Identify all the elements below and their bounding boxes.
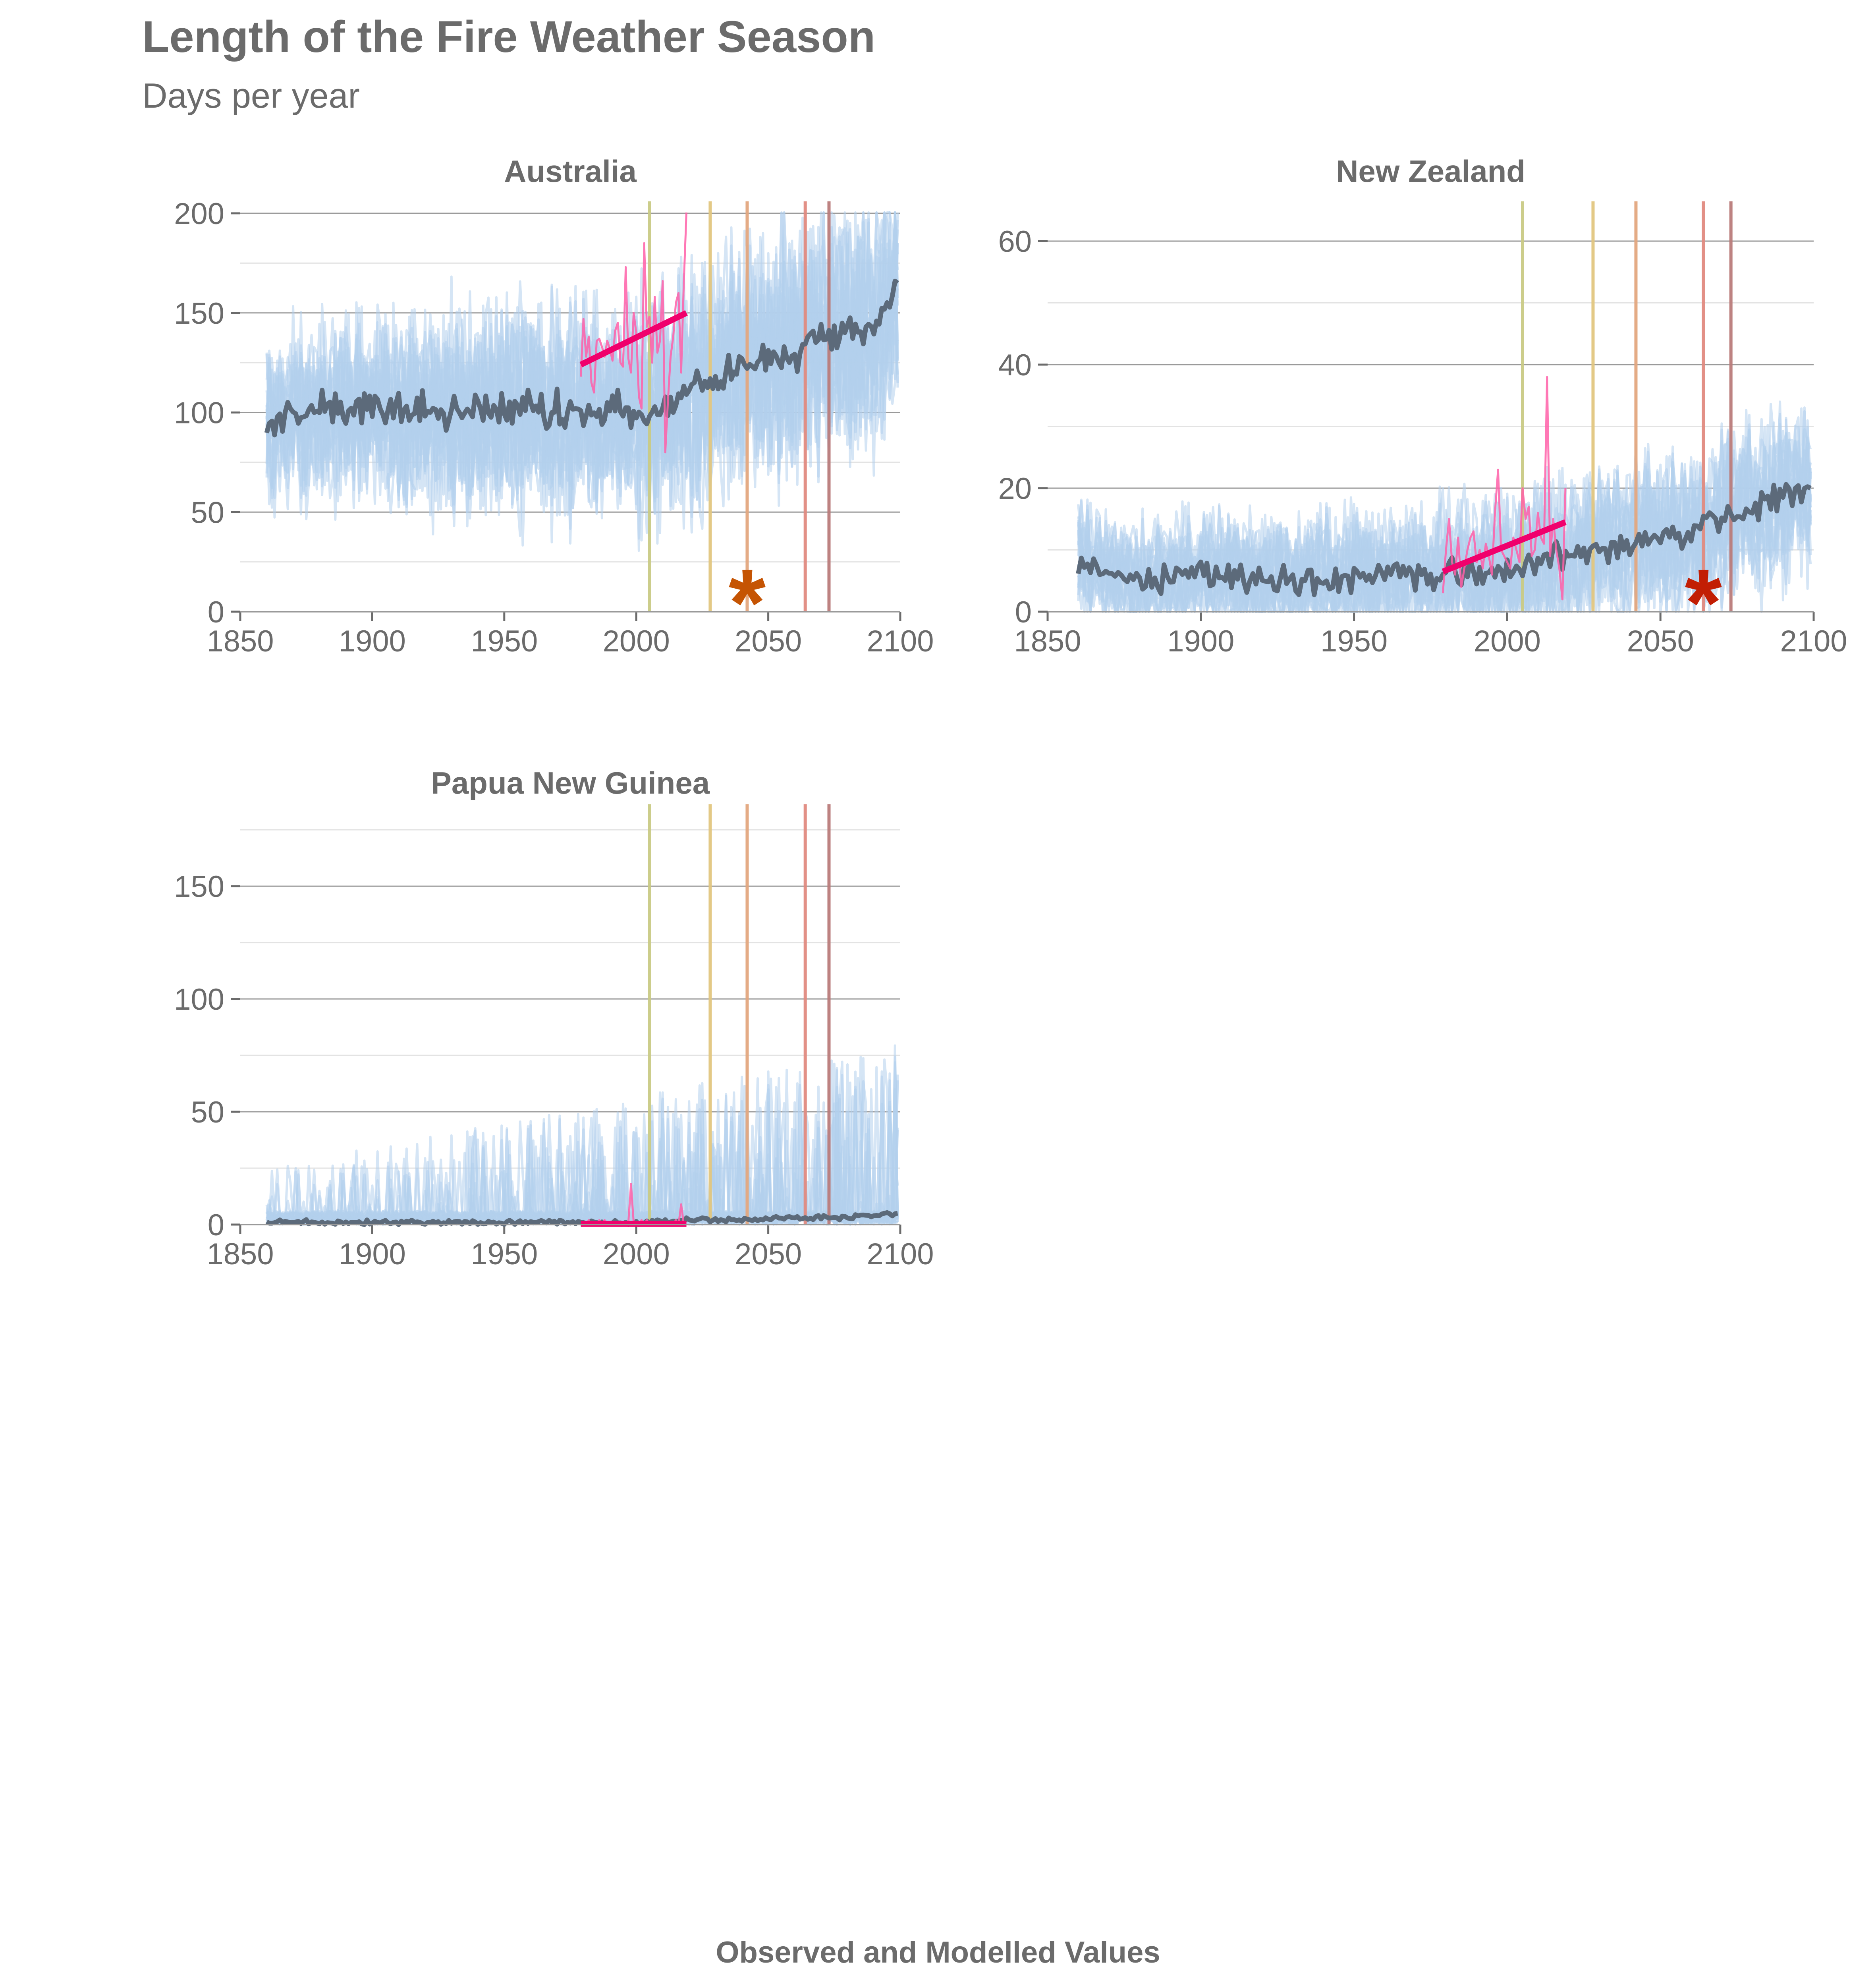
y-tick-label: 50 — [191, 1095, 224, 1129]
observed-line — [580, 212, 687, 454]
significance-asterisk: * — [1685, 549, 1722, 656]
y-tick-label: 150 — [174, 870, 224, 904]
x-tick-label: 1850 — [207, 1237, 274, 1271]
x-tick-label: 2050 — [735, 1237, 802, 1271]
x-tick-label: 1950 — [1320, 624, 1388, 658]
x-tick-label: 2100 — [867, 624, 934, 658]
x-tick-label: 2050 — [735, 624, 802, 658]
x-tick-label: 1950 — [471, 624, 538, 658]
x-tick-label: 1850 — [1014, 624, 1081, 658]
panel-title: Australia — [504, 154, 637, 189]
y-tick-label: 200 — [174, 197, 224, 231]
y-tick-label: 0 — [208, 1208, 224, 1242]
x-tick-label: 1900 — [339, 624, 406, 658]
x-tick-label: 2100 — [867, 1237, 934, 1271]
y-tick-label: 100 — [174, 983, 224, 1016]
x-tick-label: 1950 — [471, 1237, 538, 1271]
significance-asterisk: * — [729, 549, 766, 656]
y-tick-label: 60 — [998, 225, 1032, 259]
cmip-model-line — [265, 211, 899, 540]
x-tick-label: 2050 — [1627, 624, 1694, 658]
y-tick-label: 50 — [191, 496, 224, 529]
panel-new-zealand: New Zealand 0 20 40 60 1850 1900 1950 2000 2050 21… — [998, 154, 1847, 658]
legend-values: Observed CMIP Models CMIP Model Average — [0, 1984, 1876, 1986]
y-tick-label: 0 — [1015, 595, 1032, 629]
x-tick-label: 2000 — [603, 624, 670, 658]
x-tick-label: 2000 — [1474, 624, 1541, 658]
cmip-model-line — [1077, 425, 1812, 613]
observed-trend-line — [579, 310, 688, 367]
legend-values-title: Observed and Modelled Values — [716, 1936, 1160, 1969]
cmip-average-line — [264, 278, 899, 438]
x-tick-label: 2000 — [603, 1237, 670, 1271]
y-tick-label: 40 — [998, 348, 1032, 382]
x-tick-label: 1900 — [339, 1237, 406, 1271]
y-tick-label: 0 — [208, 595, 224, 629]
panel-title: Papua New Guinea — [431, 765, 710, 800]
chart-subtitle: Days per year — [142, 76, 360, 115]
x-tick-label: 1850 — [207, 624, 274, 658]
panel-australia: Australia 0 50 100 150 200 1850 1900 1950 2000 205… — [174, 154, 934, 658]
observed-line — [1442, 376, 1567, 601]
y-tick-label: 150 — [174, 297, 224, 330]
observed-trend-line — [1442, 519, 1567, 574]
chart-title: Length of the Fire Weather Season — [142, 12, 876, 62]
y-tick-label: 100 — [174, 396, 224, 430]
panel-title: New Zealand — [1336, 154, 1525, 189]
panel-papua-new-guinea: Papua New Guinea 0 50 100 150 1850 1900 1950 200… — [174, 765, 934, 1271]
x-tick-label: 2100 — [1780, 624, 1847, 658]
x-tick-label: 1900 — [1167, 624, 1234, 658]
y-tick-label: 20 — [998, 472, 1032, 506]
